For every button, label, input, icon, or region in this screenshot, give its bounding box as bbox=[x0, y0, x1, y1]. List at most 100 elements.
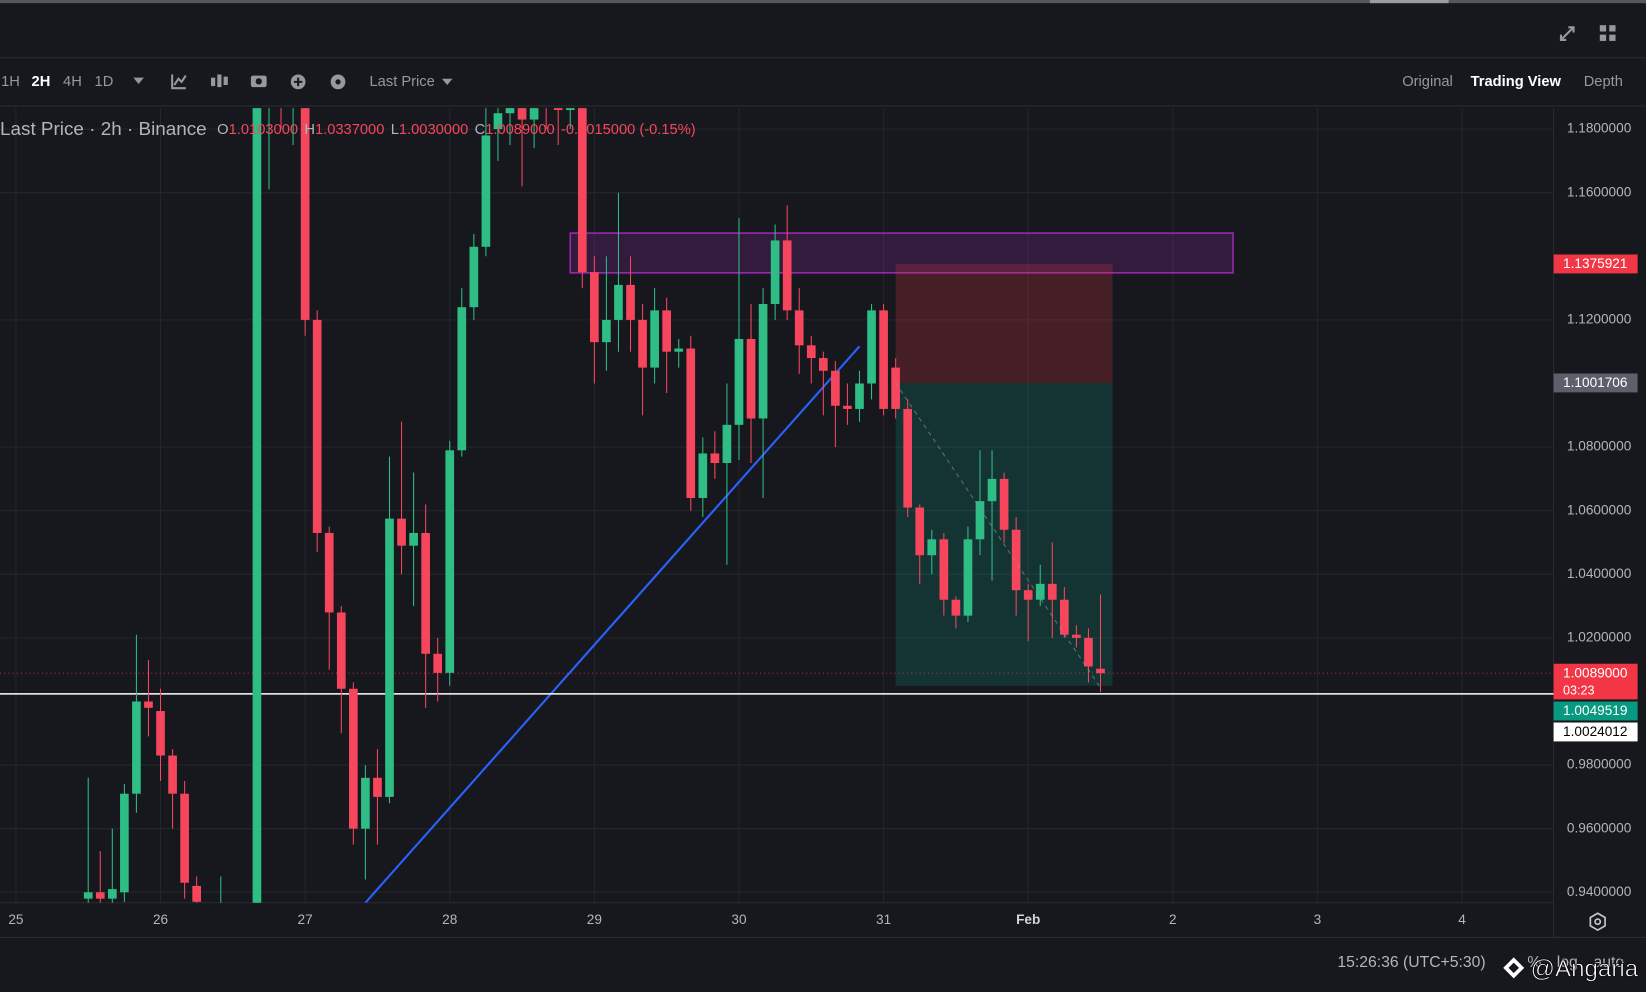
candle-body bbox=[120, 793, 129, 893]
candle-body bbox=[794, 310, 804, 346]
x-tick-label: 31 bbox=[876, 912, 891, 927]
candle-body bbox=[722, 424, 732, 463]
top-edge bbox=[0, 0, 1646, 4]
settings-icon[interactable] bbox=[330, 74, 346, 90]
x-tick-label: 2 bbox=[1169, 912, 1177, 927]
x-tick-label: 26 bbox=[153, 912, 168, 927]
candle-body bbox=[951, 599, 961, 616]
countdown-label: 03:23 bbox=[1563, 683, 1594, 697]
price-label: 1.0089000 bbox=[1563, 665, 1628, 680]
candle-body bbox=[1084, 637, 1093, 667]
candle-body bbox=[493, 113, 503, 130]
legend-value: 1.0089000 bbox=[485, 122, 554, 138]
candle-body bbox=[939, 539, 949, 600]
candle-body bbox=[1072, 634, 1081, 638]
candle-body bbox=[650, 310, 659, 368]
candle-body bbox=[349, 688, 358, 829]
collapse-icon[interactable] bbox=[1559, 26, 1575, 41]
candle-body bbox=[782, 240, 792, 311]
candle-body bbox=[180, 793, 189, 883]
candle-body bbox=[252, 108, 262, 903]
scale-option[interactable]: auto bbox=[1594, 954, 1625, 971]
price-label: 1.1001706 bbox=[1563, 375, 1627, 390]
y-tick-label: 0.9800000 bbox=[1567, 757, 1632, 772]
x-tick-label: 4 bbox=[1458, 912, 1466, 927]
interval-dropdown[interactable] bbox=[133, 77, 144, 84]
scale-option[interactable]: log bbox=[1557, 954, 1578, 971]
candle-body bbox=[963, 539, 973, 616]
interval-button[interactable]: 1H bbox=[1, 74, 20, 90]
layout-icon[interactable] bbox=[1599, 25, 1616, 41]
legend-key: L bbox=[391, 122, 399, 138]
candle-body bbox=[373, 777, 382, 797]
candle-body bbox=[1011, 529, 1021, 591]
candle-body bbox=[95, 892, 105, 899]
stop-zone bbox=[895, 263, 1113, 383]
candle-body bbox=[144, 701, 153, 708]
candle-body bbox=[1047, 583, 1057, 600]
legend-value: -0.0015000 (-0.15%) bbox=[561, 122, 696, 138]
candle-body bbox=[445, 450, 455, 673]
candle-body bbox=[168, 755, 177, 794]
price-source-dropdown[interactable] bbox=[441, 78, 453, 86]
candle-body bbox=[361, 777, 370, 829]
legend-value: 1.0030000 bbox=[399, 122, 468, 138]
candle-body bbox=[975, 501, 985, 540]
price-label-box bbox=[1553, 663, 1638, 700]
indicator-icon[interactable] bbox=[171, 74, 187, 90]
interval-button[interactable]: 2H bbox=[32, 74, 51, 90]
candle-body bbox=[867, 310, 876, 384]
interval-button[interactable]: 1D bbox=[95, 74, 114, 90]
candle-body bbox=[806, 345, 816, 359]
legend-key: C bbox=[475, 122, 486, 138]
add-icon[interactable] bbox=[290, 74, 306, 90]
candle-body bbox=[577, 108, 587, 273]
legend-title: Last Price · 2h · Binance bbox=[0, 119, 207, 140]
y-tick-label: 1.1600000 bbox=[1567, 184, 1632, 199]
x-tick-label: 27 bbox=[298, 912, 313, 927]
candle-body bbox=[638, 319, 647, 368]
candle-body bbox=[1096, 668, 1105, 674]
candle-body bbox=[192, 885, 202, 902]
candle-body bbox=[83, 892, 93, 899]
candle-body bbox=[156, 711, 165, 756]
y-tick-label: 1.0800000 bbox=[1567, 439, 1632, 454]
legend-value: 1.0103000 bbox=[229, 122, 298, 138]
y-tick-label: 1.1200000 bbox=[1567, 312, 1632, 327]
candle-body bbox=[891, 367, 900, 409]
scale-option[interactable]: % bbox=[1527, 954, 1541, 971]
y-tick-label: 0.9600000 bbox=[1567, 820, 1632, 835]
interval-button[interactable]: 4H bbox=[63, 74, 82, 90]
price-label-box bbox=[1553, 701, 1638, 721]
candle-body bbox=[553, 108, 563, 111]
candle-body bbox=[734, 338, 744, 425]
y-tick-label: 1.1800000 bbox=[1567, 121, 1632, 136]
candle-body bbox=[686, 348, 696, 498]
price-source[interactable]: Last Price bbox=[370, 74, 435, 90]
camera-icon[interactable] bbox=[250, 75, 267, 88]
axis-settings-icon[interactable] bbox=[1589, 912, 1606, 932]
x-tick-label: 25 bbox=[8, 912, 23, 927]
candle-body bbox=[987, 478, 997, 502]
candle-body bbox=[855, 383, 864, 409]
price-label-box bbox=[1553, 373, 1638, 393]
x-tick-label: 29 bbox=[587, 912, 602, 927]
candle-body bbox=[770, 240, 780, 305]
time-status: 15:26:36 (UTC+5:30) bbox=[1337, 954, 1485, 971]
chart-type-icon[interactable] bbox=[211, 74, 228, 88]
view-tab[interactable]: Trading View bbox=[1471, 74, 1562, 90]
candle-body bbox=[397, 518, 406, 546]
candle-body bbox=[758, 304, 768, 419]
candle-body bbox=[626, 284, 635, 320]
candle-body bbox=[385, 518, 394, 797]
candle-body bbox=[529, 108, 539, 120]
legend-key: O bbox=[217, 122, 228, 138]
y-tick-label: 0.9400000 bbox=[1567, 884, 1632, 899]
view-tab[interactable]: Original bbox=[1402, 74, 1453, 90]
legend: Last Price · 2h · Binance O1.0103000 H1.03… bbox=[0, 119, 696, 140]
candle-body bbox=[107, 889, 117, 899]
view-tab[interactable]: Depth bbox=[1584, 74, 1623, 90]
candle-body bbox=[469, 246, 479, 308]
candle-body bbox=[324, 532, 334, 613]
